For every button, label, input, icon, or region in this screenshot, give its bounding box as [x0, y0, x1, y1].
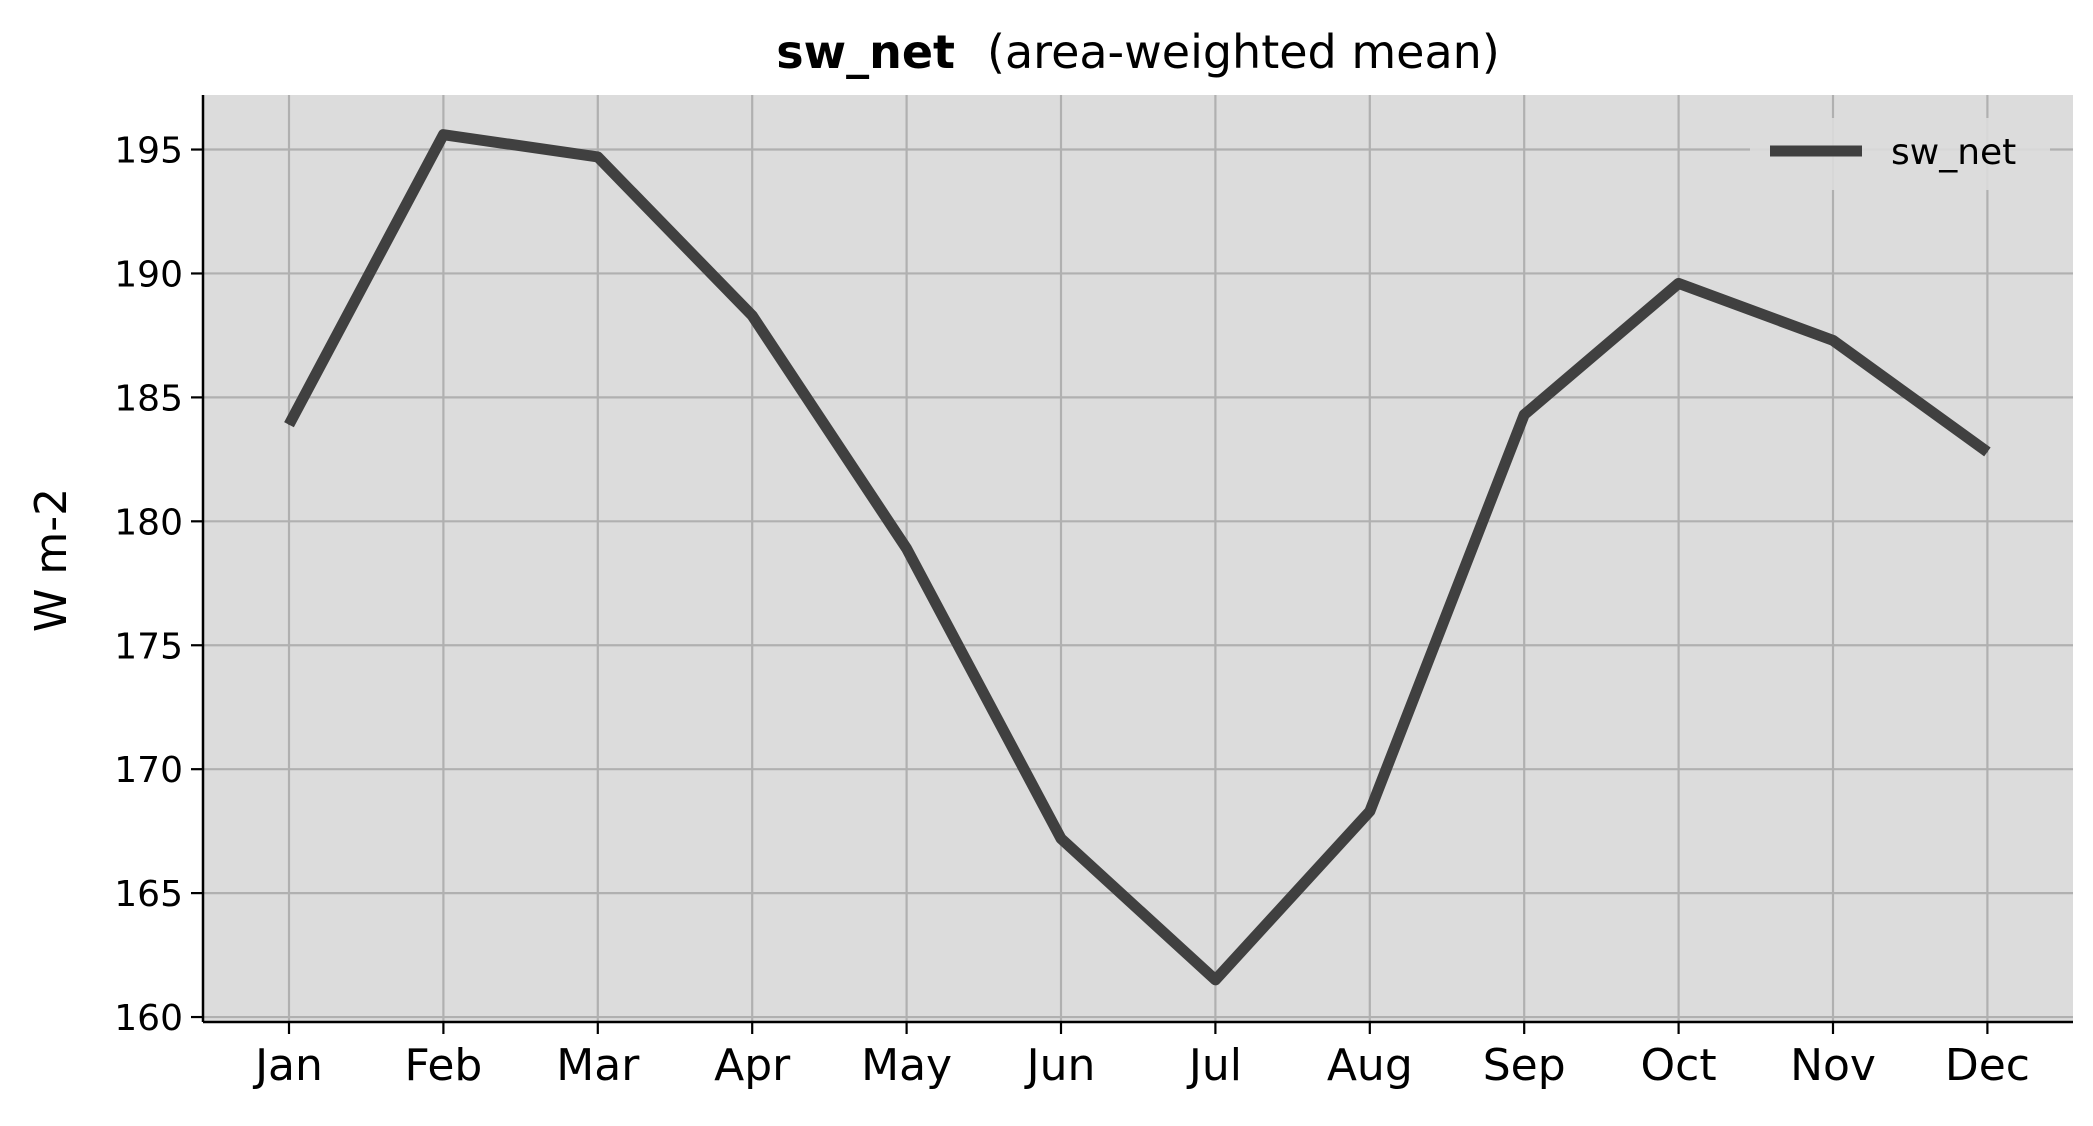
- data-point: [1523, 414, 1525, 416]
- data-point: [442, 134, 444, 136]
- series-line-sw-net: [284, 129, 1991, 986]
- title-rest: (area-weighted mean): [987, 25, 1500, 79]
- data-point: [1214, 979, 1216, 981]
- y-tick-label: 180: [114, 502, 183, 543]
- y-tick-label: 190: [114, 254, 183, 295]
- data-point: [1986, 451, 1988, 453]
- data-point: [597, 156, 599, 158]
- title-bold: sw_net: [776, 25, 955, 79]
- y-tick-label: 160: [114, 998, 183, 1039]
- y-tick-label: 170: [114, 750, 183, 791]
- data-point: [906, 548, 908, 550]
- x-tick-label: Jan: [252, 1040, 323, 1091]
- x-tick-label: Jun: [1024, 1040, 1096, 1091]
- y-axis-label: W m-2: [26, 488, 77, 632]
- x-tick-label: Jul: [1186, 1040, 1242, 1091]
- data-point: [1369, 810, 1371, 812]
- x-tick-label: Sep: [1483, 1040, 1566, 1091]
- data-point: [288, 424, 290, 426]
- x-tick-label: Feb: [404, 1040, 482, 1091]
- y-axis-ticks: 160 165 170 175 180 185 190 195: [114, 131, 203, 1039]
- y-tick-label: 185: [114, 378, 183, 419]
- x-tick-label: Mar: [556, 1040, 640, 1091]
- data-point: [751, 315, 753, 317]
- x-tick-label: Apr: [714, 1040, 791, 1091]
- data-point: [1832, 339, 1834, 341]
- x-tick-label: May: [861, 1040, 952, 1091]
- x-axis-ticks: Jan Feb Mar Apr May Jun Jul Aug Sep Oct Nov Dec: [252, 1022, 2030, 1091]
- x-tick-label: Dec: [1945, 1040, 2030, 1091]
- data-points: [288, 134, 1988, 981]
- y-tick-label: 195: [114, 131, 183, 172]
- data-point: [1060, 838, 1062, 840]
- chart-title: sw_net (area-weighted mean): [776, 25, 1500, 79]
- x-tick-label: Nov: [1790, 1040, 1876, 1091]
- x-tick-label: Oct: [1641, 1040, 1717, 1091]
- data-point: [1678, 282, 1680, 284]
- y-tick-label: 175: [114, 626, 183, 667]
- y-tick-label: 165: [114, 874, 183, 915]
- legend: sw_net: [1750, 118, 2050, 190]
- x-tick-label: Aug: [1327, 1040, 1413, 1091]
- plot-area: [203, 95, 2073, 1022]
- legend-label-sw-net: sw_net: [1891, 132, 2016, 173]
